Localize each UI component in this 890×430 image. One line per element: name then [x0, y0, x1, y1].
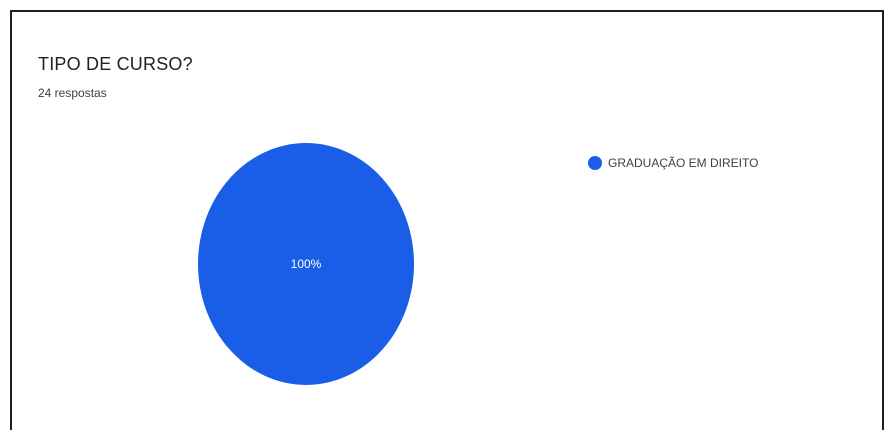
legend-label[interactable]: GRADUAÇÃO EM DIREITO: [608, 156, 759, 170]
response-count: 24 respostas: [38, 86, 107, 100]
pie-slice[interactable]: [198, 143, 414, 385]
pie-chart: 100%: [198, 143, 414, 385]
legend-swatch: [588, 156, 602, 170]
legend: GRADUAÇÃO EM DIREITO: [588, 156, 758, 170]
chart-title: TIPO DE CURSO?: [38, 54, 193, 74]
chart-card: TIPO DE CURSO? 24 respostas 100% GRADUAÇ…: [10, 10, 884, 430]
slice-label: 100%: [291, 257, 322, 271]
